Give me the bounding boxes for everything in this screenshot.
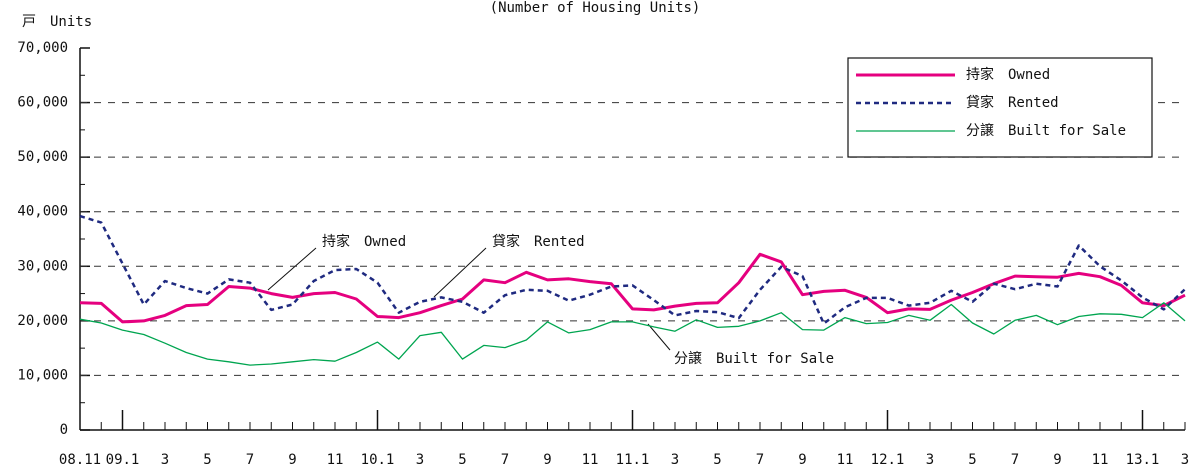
x-tick-label: 9 — [1053, 452, 1061, 468]
x-tick-label: 11 — [1092, 452, 1109, 468]
annotation-leaders — [267, 247, 671, 351]
annotation: 持家 Owned — [322, 233, 406, 250]
y-tick-label: 20,000 — [17, 313, 68, 329]
x-tick-label: 3 — [671, 452, 679, 468]
series-line — [79, 252, 1186, 324]
y-tick-label: 70,000 — [17, 40, 68, 56]
x-tick-label: 3 — [926, 452, 934, 468]
legend-label: 貸家 Rented — [966, 94, 1059, 111]
y-tick-label: 40,000 — [17, 204, 68, 220]
legend-label: 持家 Owned — [966, 66, 1050, 83]
x-tick-label: 08.11 — [59, 452, 101, 468]
x-tick-label: 5 — [203, 452, 211, 468]
x-tick-label: 9 — [288, 452, 296, 468]
x-tick-label: 5 — [968, 452, 976, 468]
y-tick-label: 60,000 — [17, 95, 68, 111]
x-tick-label: 11 — [327, 452, 344, 468]
legend-label: 分譲 Built for Sale — [966, 123, 1126, 139]
leader-line — [433, 247, 487, 298]
x-tick-label: 3 — [1181, 452, 1189, 468]
x-tick-label: 7 — [1011, 452, 1019, 468]
x-tick-label: 09.1 — [106, 452, 140, 468]
y-tick-label: 50,000 — [17, 149, 68, 165]
x-tick-label: 10.1 — [361, 452, 395, 468]
x-tick-label: 5 — [713, 452, 721, 468]
chart-title: (Number of Housing Units) — [490, 0, 701, 16]
x-tick-label: 11 — [837, 452, 854, 468]
x-tick-label: 13.1 — [1126, 452, 1160, 468]
leader-line — [267, 247, 317, 291]
y-tick-label: 30,000 — [17, 258, 68, 274]
series-line — [79, 214, 1186, 325]
y-axis-label: 戸 Units — [22, 14, 92, 30]
y-tick-label: 10,000 — [17, 367, 68, 383]
x-tick-label: 7 — [246, 452, 254, 468]
x-tick-label: 7 — [756, 452, 764, 468]
x-tick-label: 3 — [161, 452, 169, 468]
x-tick-label: 9 — [798, 452, 806, 468]
series-line — [79, 302, 1186, 366]
y-tick-label: 0 — [60, 422, 68, 438]
x-tick-label: 9 — [543, 452, 551, 468]
x-tick-label: 11 — [582, 452, 599, 468]
annotation: 貸家 Rented — [492, 233, 585, 250]
leader-line — [647, 323, 671, 351]
x-tick-label: 5 — [458, 452, 466, 468]
annotation: 分譲 Built for Sale — [674, 351, 834, 367]
x-tick-label: 7 — [501, 452, 509, 468]
x-tick-label: 12.1 — [871, 452, 905, 468]
x-tick-label: 3 — [416, 452, 424, 468]
x-tick-label: 11.1 — [616, 452, 650, 468]
